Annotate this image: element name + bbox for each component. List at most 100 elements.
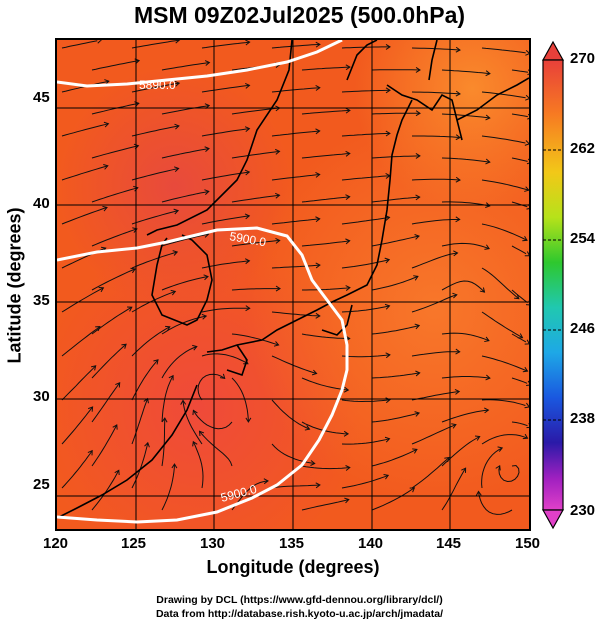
streamline-arrowhead — [132, 227, 138, 233]
streamline-arrowhead — [524, 186, 529, 192]
streamline-arrowhead — [201, 313, 208, 320]
streamline — [201, 215, 250, 225]
colorbar-label: 246 — [570, 320, 596, 337]
streamline — [61, 40, 98, 49]
streamline — [481, 135, 526, 144]
streamline-arrowhead — [275, 285, 281, 292]
streamline — [441, 467, 467, 511]
streamline — [412, 135, 461, 138]
streamline-arrowhead — [484, 407, 490, 414]
streamline — [441, 280, 485, 293]
streamline — [371, 372, 420, 379]
streamline — [371, 412, 420, 423]
streamline-arrowhead — [444, 456, 450, 463]
streamline-arrowhead — [415, 194, 421, 201]
streamline-arrowhead — [524, 339, 529, 345]
colorbar-label: 254 — [570, 230, 596, 247]
y-tick-label: 30 — [33, 388, 50, 405]
streamline — [478, 491, 513, 515]
streamline-arrowhead — [385, 352, 391, 359]
streamline — [161, 148, 210, 159]
streamline-arrowhead — [204, 189, 210, 195]
streamline — [341, 216, 390, 225]
streamline-arrowhead — [192, 344, 198, 351]
credit-data: Data from http://database.rish.kyoto-u.a… — [155, 608, 444, 620]
streamline — [61, 406, 93, 445]
streamline — [371, 112, 420, 115]
streamline-arrowhead — [171, 463, 178, 469]
streamline-arrowhead — [385, 130, 391, 137]
streamline-arrowhead — [412, 448, 418, 454]
streamline-arrowhead — [485, 374, 491, 381]
streamline-arrowhead — [455, 216, 461, 223]
x-axis-label: Longitude (degrees) — [206, 557, 380, 577]
grid-lines — [57, 40, 529, 529]
streamline-arrowhead — [453, 250, 459, 257]
colorbar-label: 230 — [570, 502, 596, 519]
streamline — [131, 40, 180, 49]
streamline — [411, 91, 461, 95]
streamline-arrowhead — [173, 208, 180, 215]
streamline — [201, 84, 250, 93]
streamline — [301, 333, 350, 339]
streamline — [301, 153, 350, 159]
streamline — [371, 325, 420, 335]
streamline — [341, 259, 390, 269]
streamline — [341, 474, 389, 489]
streamline-arrowhead — [204, 146, 210, 153]
streamline-arrowhead — [114, 469, 120, 476]
streamline-arrowhead — [514, 294, 520, 300]
streamline — [271, 218, 320, 225]
streamline — [271, 443, 315, 464]
streamline — [411, 178, 461, 181]
streamline — [411, 351, 460, 357]
streamline-arrowhead — [384, 303, 391, 310]
streamline — [371, 235, 420, 247]
colorbar-label: 238 — [570, 410, 596, 427]
streamline-arrowhead — [244, 126, 251, 132]
streamline — [411, 391, 460, 401]
streamline-arrowhead — [219, 373, 226, 380]
streamline-arrowhead — [475, 490, 482, 496]
streamline — [161, 233, 209, 247]
streamline-arrowhead — [527, 113, 529, 120]
streamline-arrowhead — [525, 49, 529, 56]
streamline — [161, 62, 210, 71]
streamline — [481, 91, 526, 99]
streamline-arrowhead — [415, 153, 421, 159]
streamline — [161, 105, 210, 115]
streamline-arrowhead — [273, 341, 280, 347]
streamline-arrowhead — [315, 128, 321, 135]
streamline-arrowhead — [103, 164, 109, 170]
streamline-arrowhead — [315, 171, 321, 178]
streamline — [301, 377, 349, 391]
streamline — [411, 294, 457, 313]
streamline — [302, 287, 350, 291]
streamline-arrowhead — [244, 213, 251, 220]
streamline-arrowhead — [315, 312, 321, 319]
streamline — [201, 353, 249, 365]
streamline — [91, 145, 139, 159]
colorbar — [541, 40, 565, 530]
y-tick-label: 25 — [33, 476, 50, 493]
streamline-arrowhead — [130, 267, 136, 274]
streamline-arrowhead — [115, 382, 121, 388]
streamline-arrowhead — [524, 251, 529, 257]
streamline — [91, 470, 120, 511]
streamline-arrowhead — [497, 446, 504, 452]
streamline — [481, 267, 520, 300]
streamline — [301, 196, 350, 203]
streamline-arrowhead — [461, 467, 467, 473]
streamline-arrowhead — [315, 41, 321, 48]
streamline-arrowhead — [485, 158, 491, 165]
streamline-arrowhead — [345, 64, 351, 71]
streamline-arrowhead — [315, 262, 321, 269]
streamline — [131, 125, 179, 137]
streamline-arrowhead — [484, 244, 490, 250]
streamline-arrowhead — [409, 487, 416, 493]
streamline-arrowhead — [168, 374, 174, 381]
streamline-arrowhead — [385, 397, 391, 404]
streamline-arrowhead — [275, 192, 281, 199]
streamline — [411, 219, 460, 225]
streamline-arrowhead — [343, 386, 350, 393]
